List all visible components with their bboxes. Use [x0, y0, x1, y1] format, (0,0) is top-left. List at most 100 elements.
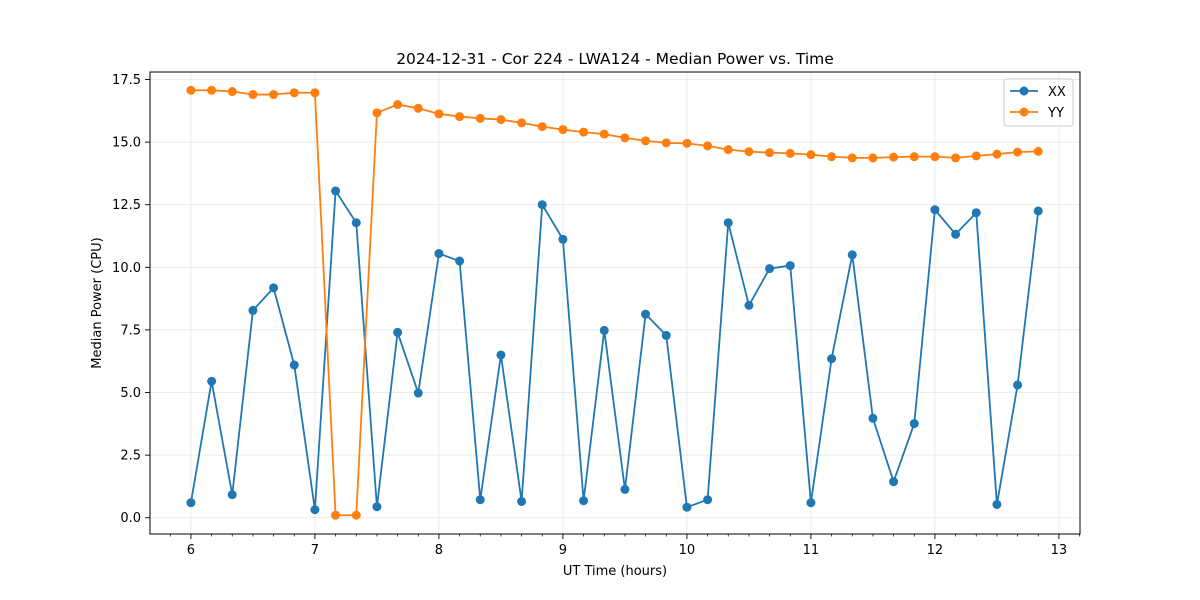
data-point-xx	[951, 229, 961, 239]
data-point-yy	[847, 153, 857, 163]
y-tick-label: 0.0	[120, 511, 141, 526]
data-point-xx	[909, 419, 919, 429]
data-point-yy	[744, 147, 754, 157]
data-point-xx	[289, 360, 299, 370]
data-point-xx	[847, 250, 857, 260]
data-point-yy	[992, 149, 1002, 159]
data-point-yy	[207, 85, 217, 95]
x-tick-label: 12	[927, 543, 944, 558]
data-point-yy	[599, 129, 609, 139]
data-point-xx	[372, 502, 382, 512]
data-point-xx	[868, 413, 878, 423]
data-point-xx	[248, 305, 258, 315]
y-axis: 0.0 2.5 5.0 7.5 10.0 12.5 15.0 17.5	[112, 73, 150, 526]
data-point-xx	[682, 502, 692, 512]
data-point-yy	[765, 148, 775, 158]
x-tick-label: 6	[187, 543, 195, 558]
series-xx	[186, 186, 1043, 515]
data-point-yy	[868, 153, 878, 163]
data-point-xx	[537, 200, 547, 210]
data-point-xx	[765, 264, 775, 274]
data-point-yy	[496, 115, 506, 125]
series-yy	[186, 85, 1043, 520]
x-tick-label: 8	[435, 543, 443, 558]
y-tick-label: 17.5	[112, 73, 141, 88]
data-point-yy	[475, 113, 485, 123]
data-point-xx	[599, 325, 609, 335]
data-point-xx	[806, 498, 816, 508]
grid	[150, 72, 1080, 534]
data-point-xx	[351, 218, 361, 228]
x-tick-label: 10	[679, 543, 696, 558]
data-point-yy	[558, 125, 568, 135]
data-point-xx	[1013, 380, 1023, 390]
x-axis: 6 7 8 9 10 11 12 13	[169, 534, 1080, 558]
data-point-yy	[1033, 146, 1043, 156]
data-point-xx	[930, 205, 940, 215]
data-point-yy	[641, 136, 651, 146]
data-point-xx	[207, 376, 217, 386]
data-point-yy	[537, 122, 547, 132]
legend-label-yy: YY	[1047, 106, 1064, 121]
data-point-yy	[269, 90, 279, 100]
data-point-yy	[289, 88, 299, 98]
data-point-yy	[620, 133, 630, 143]
data-point-xx	[475, 495, 485, 505]
x-tick-label: 7	[311, 543, 319, 558]
data-point-xx	[517, 496, 527, 506]
data-point-xx	[620, 484, 630, 494]
data-point-xx	[310, 505, 320, 515]
data-point-yy	[951, 153, 961, 163]
data-point-xx	[971, 208, 981, 218]
data-point-xx	[227, 490, 237, 500]
data-point-yy	[661, 138, 671, 148]
data-point-xx	[889, 477, 899, 487]
data-point-yy	[517, 118, 527, 128]
x-tick-label: 11	[803, 543, 820, 558]
data-point-yy	[785, 148, 795, 158]
data-point-yy	[682, 138, 692, 148]
data-point-xx	[434, 249, 444, 259]
data-point-yy	[1013, 147, 1023, 157]
data-point-yy	[413, 103, 423, 113]
data-point-yy	[351, 510, 361, 520]
data-point-yy	[971, 151, 981, 161]
x-tick-label: 13	[1051, 543, 1068, 558]
data-point-yy	[889, 152, 899, 162]
data-point-xx	[331, 186, 341, 196]
legend-label-xx: XX	[1048, 85, 1066, 100]
x-axis-label: UT Time (hours)	[563, 564, 667, 579]
legend-marker-yy	[1019, 107, 1029, 117]
series-layer	[186, 85, 1043, 520]
data-point-xx	[496, 350, 506, 360]
data-point-yy	[723, 145, 733, 155]
y-tick-label: 15.0	[112, 136, 141, 151]
data-point-yy	[248, 90, 258, 100]
data-point-yy	[579, 127, 589, 137]
data-point-yy	[331, 510, 341, 520]
series-line-xx	[190, 190, 1040, 511]
data-point-xx	[393, 327, 403, 337]
x-tick-label: 9	[559, 543, 567, 558]
data-point-yy	[806, 150, 816, 160]
data-point-yy	[372, 108, 382, 118]
data-point-xx	[579, 496, 589, 506]
data-point-yy	[703, 141, 713, 151]
data-point-xx	[558, 234, 568, 244]
data-point-xx	[641, 309, 651, 319]
data-point-yy	[930, 152, 940, 162]
data-point-xx	[703, 495, 713, 505]
y-tick-label: 10.0	[112, 261, 141, 276]
data-point-xx	[413, 388, 423, 398]
data-point-yy	[310, 88, 320, 98]
legend: XX YY	[1003, 78, 1074, 127]
data-point-yy	[909, 152, 919, 162]
data-point-yy	[393, 100, 403, 110]
data-point-xx	[269, 283, 279, 293]
data-point-xx	[455, 256, 465, 266]
data-point-yy	[827, 152, 837, 162]
data-point-xx	[744, 300, 754, 310]
data-point-xx	[1033, 206, 1043, 216]
data-point-xx	[992, 499, 1002, 509]
